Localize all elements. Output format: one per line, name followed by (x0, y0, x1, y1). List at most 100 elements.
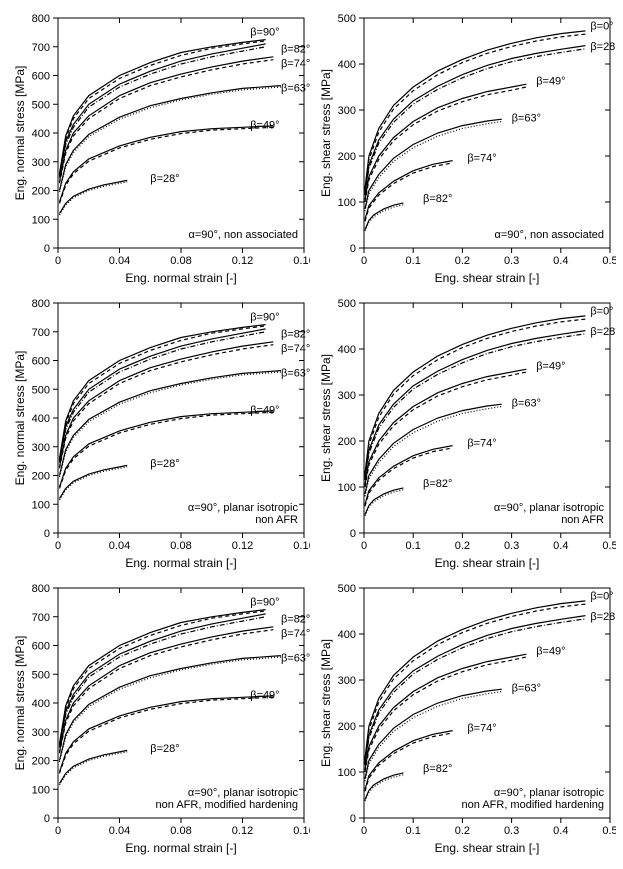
svg-text:300: 300 (32, 157, 50, 169)
series-label: β=74° (281, 343, 310, 355)
series-label: β=49° (536, 76, 565, 88)
svg-text:0.16: 0.16 (293, 540, 310, 552)
series-β=28°_d (365, 619, 585, 765)
series-β=0°_d (365, 319, 585, 475)
svg-text:700: 700 (32, 612, 50, 624)
series-label: β=90° (250, 311, 279, 323)
series-β=90° (60, 40, 266, 174)
svg-text:Eng. shear strain [-]: Eng. shear strain [-] (435, 271, 540, 285)
series-β=28° (60, 465, 128, 498)
panel-description: non AFR, modified hardening (462, 799, 604, 811)
svg-text:Eng. shear stress [MPa]: Eng. shear stress [MPa] (319, 354, 333, 482)
svg-text:Eng. normal strain [-]: Eng. normal strain [-] (125, 271, 236, 285)
series-label: β=82° (423, 478, 452, 490)
chart-panel: 00.040.080.120.1601002003004005006007008… (10, 10, 310, 289)
svg-text:0: 0 (361, 255, 367, 267)
series-label: β=49° (250, 120, 279, 132)
series-β=49° (60, 411, 274, 487)
svg-text:0.3: 0.3 (504, 540, 519, 552)
svg-text:Eng. shear strain [-]: Eng. shear strain [-] (435, 556, 540, 570)
series-label: β=63° (281, 652, 310, 664)
panel-description: non AFR, modified hardening (156, 799, 298, 811)
svg-text:0: 0 (350, 528, 356, 540)
series-β=90°_d (60, 611, 266, 745)
svg-text:700: 700 (32, 327, 50, 339)
svg-text:0.12: 0.12 (232, 540, 253, 552)
svg-text:200: 200 (338, 436, 356, 448)
series-label: β=0° (590, 21, 613, 33)
series-label: β=90° (250, 596, 279, 608)
svg-text:0: 0 (44, 243, 50, 255)
chart-panel: 00.10.20.30.40.50100200300400500Eng. she… (316, 10, 616, 289)
svg-text:0: 0 (350, 243, 356, 255)
svg-text:0.1: 0.1 (406, 255, 421, 267)
series-β=74° (365, 161, 453, 220)
svg-text:500: 500 (32, 99, 50, 111)
svg-text:0.3: 0.3 (504, 255, 519, 267)
series-label: β=82° (423, 193, 452, 205)
series-β=90°_d (60, 326, 266, 460)
series-label: β=63° (512, 113, 541, 125)
svg-text:0.16: 0.16 (293, 825, 310, 837)
svg-text:Eng. shear stress [MPa]: Eng. shear stress [MPa] (319, 69, 333, 197)
svg-text:600: 600 (32, 641, 50, 653)
svg-text:0: 0 (350, 813, 356, 825)
panel-description: non AFR (561, 514, 604, 526)
svg-text:0: 0 (361, 540, 367, 552)
svg-text:400: 400 (32, 413, 50, 425)
series-label: β=28° (590, 326, 616, 338)
series-β=28° (365, 331, 585, 478)
series-β=82° (365, 203, 403, 230)
svg-text:Eng. shear strain [-]: Eng. shear strain [-] (435, 841, 540, 855)
svg-text:0.08: 0.08 (170, 825, 191, 837)
series-β=28° (365, 46, 585, 193)
series-label: β=49° (536, 646, 565, 658)
series-β=49° (60, 696, 274, 772)
svg-text:Eng. normal strain [-]: Eng. normal strain [-] (125, 841, 236, 855)
series-β=0° (365, 601, 585, 758)
svg-text:800: 800 (32, 583, 50, 595)
svg-text:0: 0 (55, 825, 61, 837)
svg-text:500: 500 (338, 583, 356, 595)
series-β=74° (365, 731, 453, 790)
series-label: β=82° (281, 44, 310, 56)
svg-text:0: 0 (55, 255, 61, 267)
series-β=74° (60, 627, 274, 752)
svg-text:0.08: 0.08 (170, 540, 191, 552)
series-label: β=28° (150, 173, 179, 185)
svg-text:300: 300 (338, 105, 356, 117)
series-β=28° (60, 180, 128, 213)
svg-text:Eng. shear stress [MPa]: Eng. shear stress [MPa] (319, 639, 333, 767)
series-β=28° (60, 750, 128, 783)
panel-description: α=90°, planar isotropic (494, 787, 605, 799)
svg-text:300: 300 (32, 727, 50, 739)
chart-panel: 00.10.20.30.40.50100200300400500Eng. she… (316, 580, 616, 859)
series-β=49° (365, 654, 526, 770)
series-β=28°_d (365, 49, 585, 195)
series-label: β=63° (512, 683, 541, 695)
svg-text:100: 100 (32, 214, 50, 226)
series-label: β=74° (281, 58, 310, 70)
svg-text:200: 200 (338, 151, 356, 163)
series-label: β=0° (590, 306, 613, 318)
panel-description: α=90°, non associated (494, 229, 604, 241)
series-β=82° (365, 488, 403, 515)
panel-description: α=90°, planar isotropic (494, 502, 605, 514)
series-β=90° (60, 610, 266, 744)
svg-text:100: 100 (32, 784, 50, 796)
svg-text:800: 800 (32, 298, 50, 310)
panel-description: α=90°, non associated (188, 229, 298, 241)
series-β=28°_d (365, 334, 585, 480)
series-β=49° (365, 84, 526, 200)
svg-text:0.4: 0.4 (553, 540, 568, 552)
series-β=0°_d (365, 604, 585, 760)
series-label: β=74° (467, 723, 496, 735)
series-β=49°_d (60, 412, 274, 488)
series-label: β=49° (250, 405, 279, 417)
svg-text:400: 400 (32, 128, 50, 140)
svg-text:500: 500 (32, 384, 50, 396)
series-β=49°_d (60, 127, 274, 203)
series-label: β=90° (250, 26, 279, 38)
svg-text:500: 500 (338, 298, 356, 310)
panel-description: α=90°, planar isotropic (188, 787, 299, 799)
